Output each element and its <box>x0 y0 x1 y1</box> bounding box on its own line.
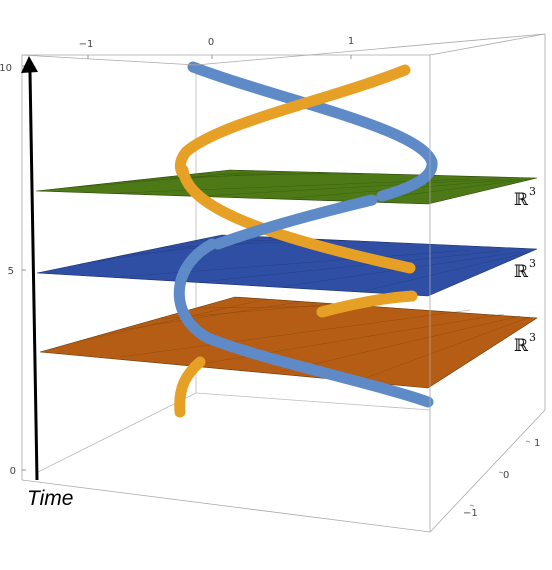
plane-label-orange-power: 3 <box>529 331 536 344</box>
right-axis: 1 0 −1 <box>463 438 540 519</box>
plane-label-blue-base: ℝ <box>514 262 529 282</box>
time-arrow-shaft <box>28 71 39 481</box>
plane-label-green-power: 3 <box>529 185 536 198</box>
plane-green-surface <box>35 169 538 205</box>
plane-label-orange: ℝ 3 <box>514 331 536 356</box>
curve-orange-lower <box>174 290 418 418</box>
curve-orange-upper <box>174 64 411 180</box>
box-front-edges <box>21 33 546 533</box>
top-tick-3: 1 <box>348 36 354 47</box>
top-axis: −1 0 1 <box>79 36 354 59</box>
left-tick-3: 0 <box>10 466 16 477</box>
plane-label-blue-power: 3 <box>529 257 536 270</box>
time-arrow-head <box>21 56 38 73</box>
right-tick-3: −1 <box>463 508 478 519</box>
plane-blue-surface <box>36 234 538 297</box>
curve-orange-mid <box>177 164 416 274</box>
time-arrow: Time <box>21 56 73 510</box>
plane-label-blue: ℝ 3 <box>514 257 536 282</box>
curve-blue-upper <box>187 61 438 202</box>
helix-curves <box>173 61 438 418</box>
top-tick-1: −1 <box>79 39 94 50</box>
right-tick-2: 0 <box>503 470 509 481</box>
left-tick-2: 5 <box>8 266 14 277</box>
plane-label-green: ℝ 3 <box>514 185 536 210</box>
left-tick-1: 10 <box>0 63 12 74</box>
plane-label-green-base: ℝ <box>514 190 529 210</box>
right-tick-1: 1 <box>534 438 540 449</box>
plane-label-orange-base: ℝ <box>514 336 529 356</box>
curve-blue-lower <box>173 238 434 408</box>
top-tick-2: 0 <box>208 37 214 48</box>
plane-orange <box>39 296 538 389</box>
plane-orange-surface <box>39 296 538 389</box>
plane-blue <box>36 234 538 297</box>
plane-green <box>35 169 538 205</box>
curve-blue-mid <box>212 194 378 250</box>
time-label: Time <box>27 487 73 510</box>
